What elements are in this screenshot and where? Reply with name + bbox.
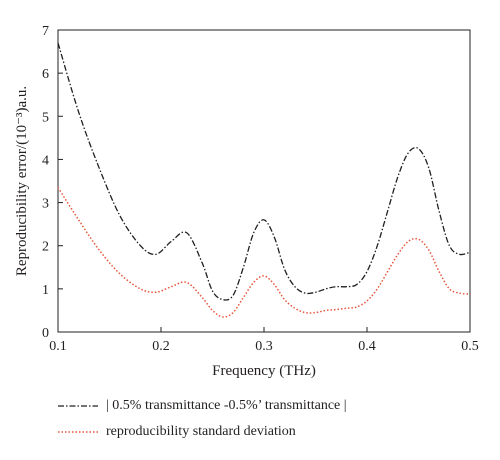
x-tick-label: 0.5 [461, 339, 479, 354]
legend-item-difference: | 0.5% transmittance -0.5%’ transmittanc… [58, 398, 347, 414]
x-tick-label: 0.4 [358, 339, 376, 354]
y-tick-label: 0 [42, 326, 49, 341]
chart: 0.1 0.2 0.3 0.4 0.5 0 1 2 3 4 5 6 7 Frequency (THz)… [14, 24, 479, 379]
y-tick-label: 3 [42, 197, 49, 212]
legend-item-std: reproducibility standard deviation [58, 424, 296, 440]
x-tick-label: 0.3 [255, 339, 273, 354]
legend-line-dotted [58, 431, 98, 433]
x-axis-label: Frequency (THz) [212, 363, 316, 379]
y-tick-label: 7 [42, 24, 49, 39]
y-tick-label: 2 [42, 240, 49, 255]
x-tick-label: 0.1 [49, 339, 67, 354]
y-tick-label: 5 [42, 110, 49, 125]
x-axis-ticks: 0.1 0.2 0.3 0.4 0.5 [49, 327, 479, 354]
plot-frame [57, 29, 471, 333]
legend-label-difference: | 0.5% transmittance -0.5%’ transmittanc… [106, 398, 347, 413]
y-tick-label: 4 [42, 153, 49, 168]
legend-label-std: reproducibility standard deviation [106, 424, 296, 439]
y-axis-ticks: 0 1 2 3 4 5 6 7 [42, 24, 63, 341]
y-axis-label: Reproducibility error/(10⁻³)a.u. [14, 86, 30, 276]
series-line-std [57, 187, 471, 318]
x-tick-label: 0.2 [152, 339, 170, 354]
y-tick-label: 1 [42, 283, 49, 298]
series-line-difference [57, 42, 471, 301]
y-tick-label: 6 [42, 67, 49, 82]
legend-line-dashdot [58, 405, 98, 407]
series-layer [57, 42, 471, 318]
